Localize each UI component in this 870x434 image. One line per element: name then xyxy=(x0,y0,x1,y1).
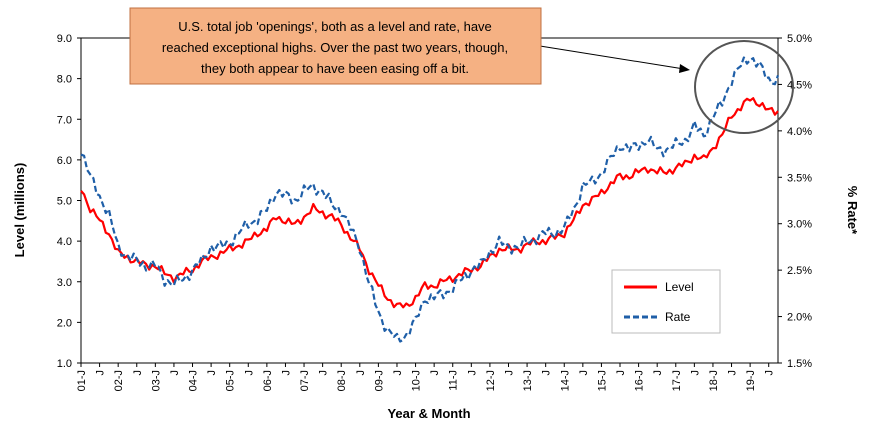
legend-rate-label: Rate xyxy=(665,310,691,324)
x-axis-ticks: 01-J J 02-J J 03-J J 04-J J 05-J J 06-J J 07-J J 08-J J… xyxy=(76,363,776,391)
y-right-tick-label: 4.0% xyxy=(787,126,812,138)
x-tick-label: J xyxy=(206,370,218,376)
x-tick-label: 16-J xyxy=(634,370,646,391)
y-left-tick-label: 4.0 xyxy=(57,236,72,248)
x-tick-label: J xyxy=(541,370,553,376)
x-tick-label: 07-J xyxy=(299,370,311,391)
x-tick-label: J xyxy=(652,370,664,376)
legend: Level Rate xyxy=(611,269,721,334)
x-tick-label: J xyxy=(764,370,776,376)
x-tick-label: 02-J xyxy=(113,370,125,391)
x-tick-label: J xyxy=(169,370,181,376)
x-tick-label: 10-J xyxy=(411,370,423,391)
x-tick-label: 19-J xyxy=(745,370,757,391)
callout-arrow-head xyxy=(679,64,690,73)
x-tick-label: J xyxy=(95,370,107,376)
y-axis-left-ticks: 1.0 2.0 3.0 4.0 5.0 6.0 7.0 8.0 9.0 xyxy=(57,33,81,370)
y-axis-right-title: % Rate* xyxy=(845,186,860,235)
series-group xyxy=(80,56,780,343)
series-line-rate xyxy=(80,56,780,343)
y-right-tick-label: 5.0% xyxy=(787,33,812,45)
callout-line-1: U.S. total job 'openings', both as a lev… xyxy=(178,19,492,34)
y-left-tick-label: 6.0 xyxy=(57,155,72,167)
y-right-tick-label: 1.5% xyxy=(787,358,812,370)
x-tick-label: 17-J xyxy=(671,370,683,391)
callout-arrow-line xyxy=(539,45,685,70)
x-tick-label: 12-J xyxy=(485,370,497,391)
y-left-tick-label: 8.0 xyxy=(57,74,72,86)
x-tick-label: 11-J xyxy=(448,370,460,391)
y-right-tick-label: 3.5% xyxy=(787,172,812,184)
y-axis-right-ticks: 1.5% 2.0% 2.5% 3.0% 3.5% 4.0% 4.5% 5.0% xyxy=(778,33,812,370)
x-tick-label: J xyxy=(243,370,255,376)
callout-line-2: reached exceptional highs. Over the past… xyxy=(162,40,508,55)
legend-box xyxy=(611,269,721,334)
x-tick-label: 03-J xyxy=(150,370,162,391)
y-left-tick-label: 7.0 xyxy=(57,114,72,126)
x-axis-title: Year & Month xyxy=(387,406,470,421)
y-right-tick-label: 2.0% xyxy=(787,312,812,324)
x-tick-label: 08-J xyxy=(336,370,348,391)
x-tick-label: J xyxy=(280,370,292,376)
highlight-circle xyxy=(694,40,794,134)
y-right-tick-label: 4.5% xyxy=(787,79,812,91)
series-line-level xyxy=(80,97,779,309)
legend-level-label: Level xyxy=(665,280,694,294)
x-tick-label: J xyxy=(578,370,590,376)
x-tick-label: J xyxy=(132,370,144,376)
callout-box xyxy=(129,7,542,85)
x-tick-label: J xyxy=(355,370,367,376)
x-tick-label: 01-J xyxy=(76,370,88,391)
x-tick-label: J xyxy=(615,370,627,376)
x-tick-label: J xyxy=(689,370,701,376)
y-left-tick-label: 3.0 xyxy=(57,277,72,289)
x-tick-label: J xyxy=(318,370,330,376)
x-tick-label: 05-J xyxy=(225,370,237,391)
y-right-tick-label: 3.0% xyxy=(787,219,812,231)
callout-line-3: they both appear to have been easing off… xyxy=(201,61,469,76)
x-tick-label: J xyxy=(466,370,478,376)
y-right-tick-label: 2.5% xyxy=(787,265,812,277)
x-tick-label: 09-J xyxy=(373,370,385,391)
x-tick-label: 14-J xyxy=(559,370,571,391)
x-tick-label: 13-J xyxy=(522,370,534,391)
x-tick-label: J xyxy=(429,370,441,376)
x-tick-label: 04-J xyxy=(188,370,200,391)
y-left-tick-label: 9.0 xyxy=(57,33,72,45)
y-left-tick-label: 5.0 xyxy=(57,196,72,208)
x-tick-label: J xyxy=(503,370,515,376)
y-left-tick-label: 1.0 xyxy=(57,358,72,370)
x-tick-label: 06-J xyxy=(262,370,274,391)
y-left-tick-label: 2.0 xyxy=(57,317,72,329)
x-tick-label: J xyxy=(727,370,739,376)
x-tick-label: 18-J xyxy=(708,370,720,391)
y-axis-left-title: Level (millions) xyxy=(12,163,27,258)
x-tick-label: 15-J xyxy=(596,370,608,391)
x-tick-label: J xyxy=(392,370,404,376)
